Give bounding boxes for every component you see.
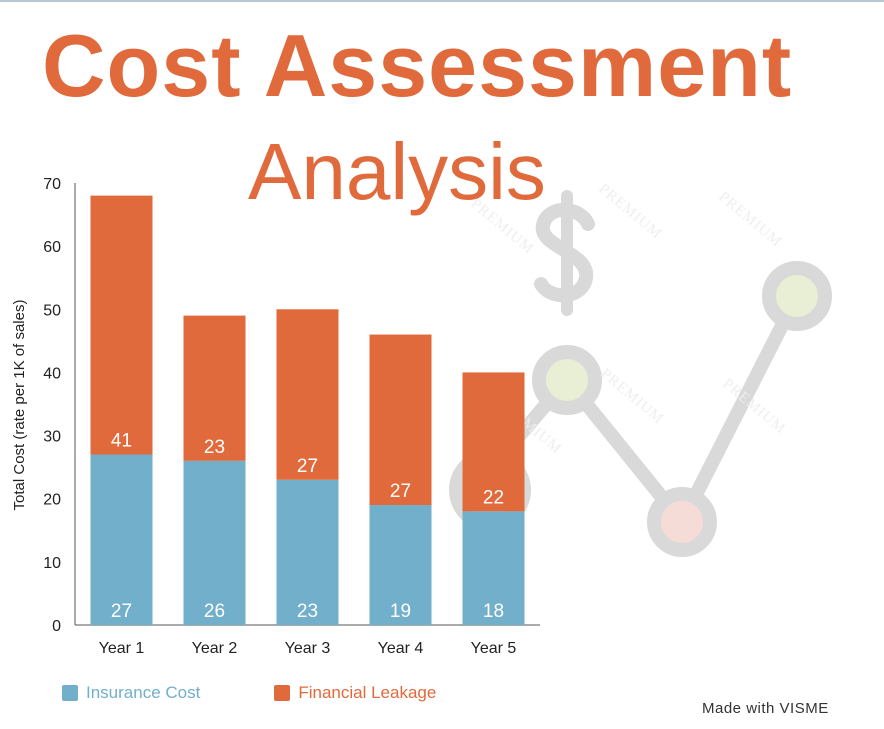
- bar-financial-leakage[interactable]: [369, 334, 432, 506]
- data-label: 27: [111, 601, 132, 622]
- bar-insurance-cost[interactable]: [276, 479, 339, 625]
- x-tick-label: Year 5: [471, 640, 517, 657]
- made-with-credit: Made with VISME: [702, 700, 829, 717]
- x-tick-label: Year 4: [378, 640, 424, 657]
- y-tick-label: 60: [43, 239, 61, 256]
- x-tick-label: Year 3: [285, 640, 331, 657]
- legend-item-insurance-cost[interactable]: Insurance Cost: [62, 683, 200, 703]
- bar-financial-leakage[interactable]: [276, 309, 339, 480]
- legend: Insurance Cost Financial Leakage: [62, 683, 510, 703]
- y-tick-label: 20: [43, 492, 61, 509]
- y-tick-label: 70: [43, 176, 61, 193]
- legend-swatch-leakage: [274, 685, 291, 701]
- bar-financial-leakage[interactable]: [183, 315, 246, 461]
- bar-financial-leakage[interactable]: [462, 372, 525, 512]
- y-tick-label: 50: [43, 302, 61, 319]
- data-label: 22: [483, 487, 504, 508]
- data-label: 23: [204, 437, 225, 458]
- y-tick-label: 10: [43, 555, 61, 572]
- bar-insurance-cost[interactable]: [369, 505, 432, 625]
- chart-subtitle: Analysis: [248, 127, 546, 216]
- y-axis-label: Total Cost (rate per 1K of sales): [11, 300, 28, 511]
- y-tick-label: 0: [52, 618, 61, 635]
- bar-insurance-cost[interactable]: [462, 511, 525, 625]
- y-tick-label: 30: [43, 429, 61, 446]
- x-tick-label: Year 1: [99, 640, 145, 657]
- x-tick-label: Year 2: [192, 640, 238, 657]
- bar-insurance-cost[interactable]: [90, 454, 153, 625]
- data-label: 18: [483, 601, 504, 622]
- y-axis: 0 10 20 30 40 50 60 70: [43, 176, 76, 635]
- top-rule: [0, 0, 884, 2]
- data-label: 23: [297, 601, 318, 622]
- legend-swatch-insurance: [62, 685, 78, 701]
- bars: 27 41 26 23 23 27 19 27 18 22: [90, 195, 525, 625]
- legend-label-insurance: Insurance Cost: [86, 683, 201, 702]
- legend-label-leakage: Financial Leakage: [298, 683, 437, 702]
- data-label: 26: [204, 601, 225, 622]
- y-tick-label: 40: [43, 365, 61, 382]
- chart-title: Cost Assessment: [42, 16, 793, 115]
- x-axis: Year 1 Year 2 Year 3 Year 4 Year 5: [75, 624, 540, 657]
- data-label: 27: [297, 456, 318, 477]
- data-label: 19: [390, 601, 411, 622]
- bar-financial-leakage[interactable]: [90, 195, 153, 455]
- data-label: 27: [390, 481, 411, 502]
- data-label: 41: [111, 431, 132, 452]
- legend-item-financial-leakage[interactable]: Financial Leakage: [274, 683, 436, 703]
- bar-insurance-cost[interactable]: [183, 460, 246, 625]
